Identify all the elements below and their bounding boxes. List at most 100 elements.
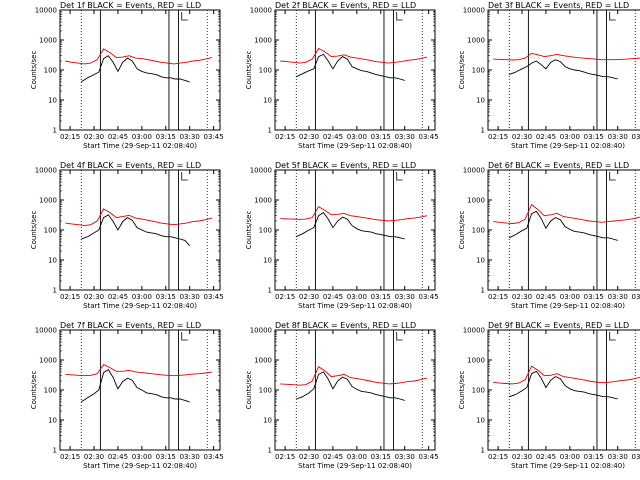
chart-title: Det 6f BLACK = Events, RED = LLD [488, 161, 629, 170]
y-tick-label: 1000 [254, 357, 272, 365]
interval-marker [609, 332, 616, 341]
y-tick-label: 1 [53, 127, 57, 135]
chart-title: Det 5f BLACK = Events, RED = LLD [275, 161, 416, 170]
x-tick-label: 02:30 [84, 133, 104, 141]
plot-frame [59, 329, 221, 451]
x-tick-label: 02:30 [299, 293, 319, 301]
chart-panel: Det 9f BLACK = Events, RED = LLD 1 10 100 10… [458, 321, 640, 470]
interval-marker [181, 12, 188, 21]
y-tick-label: 100 [44, 227, 57, 235]
x-tick-label: 03:45 [204, 133, 224, 141]
y-tick-label: 10 [263, 97, 272, 105]
y-tick-label: 10000 [250, 327, 272, 335]
lld-series-line [65, 364, 213, 377]
y-tick-label: 1000 [467, 197, 485, 205]
x-tick-label: 03:15 [584, 133, 604, 141]
x-axis-label: Start Time (29-Sep-11 02:08:40) [298, 142, 412, 150]
chart-panel: Det 2f BLACK = Events, RED = LLD 1 10 100 10… [245, 1, 439, 150]
x-tick-label: 02:15 [60, 133, 80, 141]
x-tick-label: 03:15 [584, 293, 604, 301]
x-tick-label: 03:30 [395, 453, 415, 461]
x-axis-label: Start Time (29-Sep-11 02:08:40) [83, 302, 197, 310]
y-tick-label: 1 [53, 287, 57, 295]
chart-title: Det 3f BLACK = Events, RED = LLD [488, 1, 629, 10]
interval-marker [609, 12, 616, 21]
x-axis-label: Start Time (29-Sep-11 02:08:40) [511, 142, 625, 150]
y-tick-label: 10000 [250, 167, 272, 175]
y-tick-label: 100 [259, 387, 272, 395]
x-tick-label: 03:45 [632, 453, 640, 461]
y-tick-label: 10 [48, 417, 57, 425]
x-tick-label: 02:15 [275, 453, 295, 461]
chart-title: Det 7f BLACK = Events, RED = LLD [60, 321, 201, 330]
y-tick-label: 1 [481, 287, 485, 295]
y-tick-label: 10000 [35, 327, 57, 335]
x-tick-label: 02:45 [108, 133, 128, 141]
chart-title: Det 2f BLACK = Events, RED = LLD [275, 1, 416, 10]
y-axis-label: Counts/sec [30, 371, 38, 410]
plot-frame [59, 169, 221, 291]
y-tick-label: 10000 [463, 7, 485, 15]
x-tick-label: 03:15 [371, 133, 391, 141]
chart-panel: Det 7f BLACK = Events, RED = LLD 1 10 100 10… [30, 321, 224, 470]
x-tick-label: 02:30 [84, 293, 104, 301]
y-axis-label: Counts/sec [245, 211, 253, 250]
y-tick-label: 1 [481, 447, 485, 455]
x-tick-label: 02:30 [299, 133, 319, 141]
x-axis-label: Start Time (29-Sep-11 02:08:40) [298, 462, 412, 470]
lld-series-line [280, 47, 428, 64]
x-tick-label: 02:30 [512, 133, 532, 141]
events-series-line [296, 371, 405, 401]
lld-series-line [280, 206, 428, 222]
x-tick-label: 03:45 [204, 293, 224, 301]
y-axis-label: Counts/sec [245, 51, 253, 90]
x-tick-label: 03:00 [132, 133, 152, 141]
x-tick-label: 02:45 [108, 293, 128, 301]
x-tick-label: 02:15 [275, 133, 295, 141]
y-tick-label: 10 [263, 417, 272, 425]
x-tick-label: 03:30 [608, 293, 628, 301]
interval-marker [396, 172, 403, 181]
y-tick-label: 1000 [39, 197, 57, 205]
chart-panel: Det 6f BLACK = Events, RED = LLD 1 10 100 10… [458, 161, 640, 310]
x-tick-label: 03:45 [204, 453, 224, 461]
y-tick-label: 10000 [250, 7, 272, 15]
chart-panel: Det 1f BLACK = Events, RED = LLD 1 10 100 10… [30, 1, 224, 150]
x-tick-label: 03:00 [560, 133, 580, 141]
y-tick-label: 1000 [39, 37, 57, 45]
chart-panel: Det 5f BLACK = Events, RED = LLD 1 10 100 10… [245, 161, 439, 310]
x-tick-label: 03:00 [560, 293, 580, 301]
y-axis-label: Counts/sec [30, 51, 38, 90]
x-tick-label: 03:30 [608, 133, 628, 141]
x-tick-label: 03:45 [419, 293, 439, 301]
x-tick-label: 02:15 [488, 293, 508, 301]
y-axis-label: Counts/sec [458, 51, 466, 90]
x-tick-label: 03:00 [347, 133, 367, 141]
events-series-line [81, 368, 190, 403]
lld-series-line [280, 366, 428, 386]
y-tick-label: 10 [263, 257, 272, 265]
x-axis-label: Start Time (29-Sep-11 02:08:40) [83, 142, 197, 150]
x-tick-label: 03:45 [419, 453, 439, 461]
interval-marker [396, 332, 403, 341]
x-tick-label: 02:15 [275, 293, 295, 301]
x-tick-label: 02:45 [536, 293, 556, 301]
chart-panel: Det 8f BLACK = Events, RED = LLD 1 10 100 10… [245, 321, 439, 470]
y-tick-label: 100 [472, 67, 485, 75]
chart-panel: Det 3f BLACK = Events, RED = LLD 1 10 100 10… [458, 1, 640, 150]
interval-marker [609, 172, 616, 181]
y-tick-label: 1000 [39, 357, 57, 365]
x-tick-label: 02:15 [60, 453, 80, 461]
events-series-line [509, 370, 618, 400]
x-tick-label: 02:45 [536, 133, 556, 141]
x-tick-label: 02:30 [84, 453, 104, 461]
x-tick-label: 03:15 [371, 453, 391, 461]
interval-marker [181, 172, 188, 181]
events-series-line [81, 214, 191, 247]
chart-title: Det 9f BLACK = Events, RED = LLD [488, 321, 629, 330]
x-axis-label: Start Time (29-Sep-11 02:08:40) [511, 462, 625, 470]
interval-marker [181, 332, 188, 341]
y-tick-label: 1000 [254, 197, 272, 205]
y-tick-label: 10 [476, 417, 485, 425]
x-tick-label: 02:15 [488, 453, 508, 461]
